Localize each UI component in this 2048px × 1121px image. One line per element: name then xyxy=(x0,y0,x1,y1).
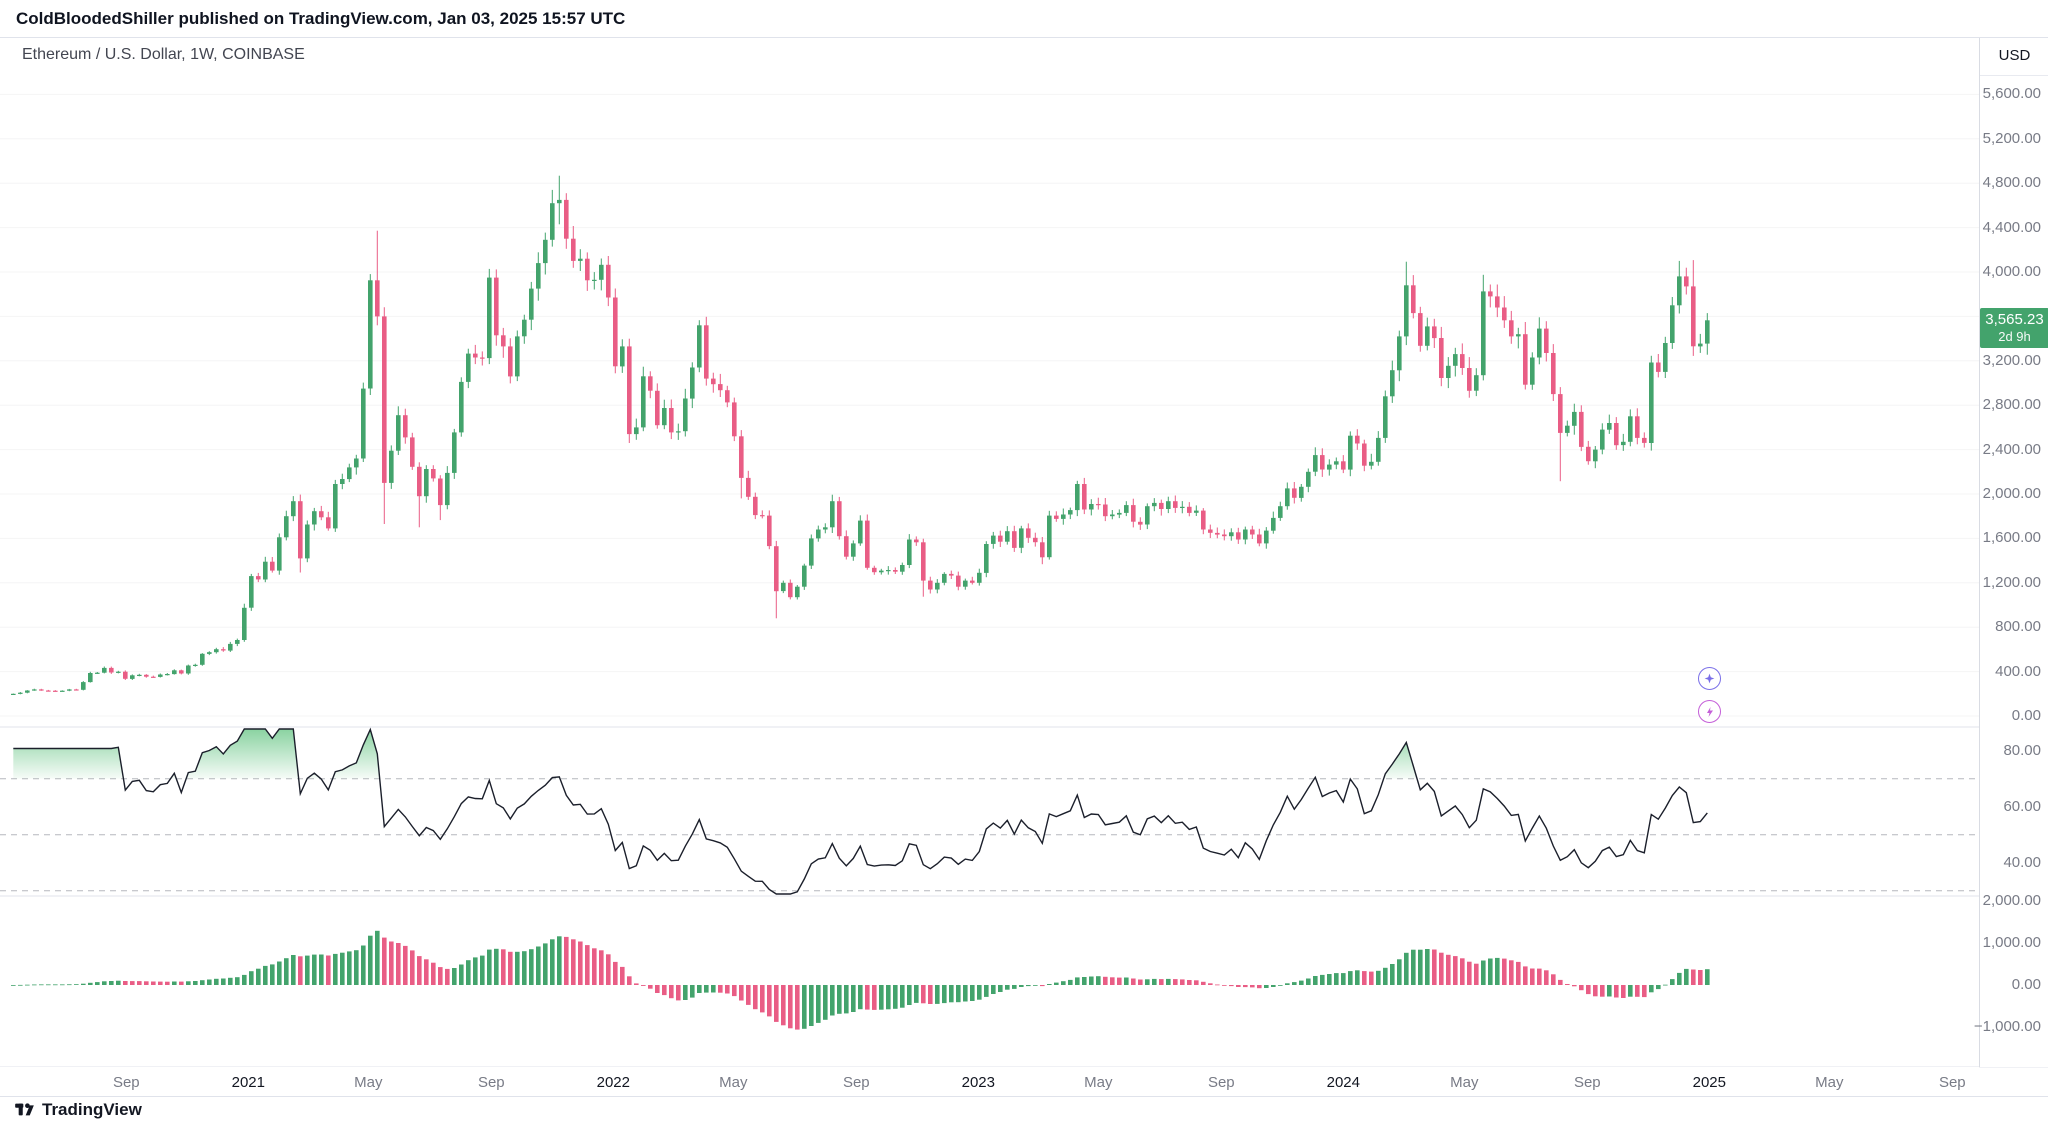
price-tick-label: 4,800.00 xyxy=(1982,174,2041,192)
time-label: Sep xyxy=(1207,1074,1235,1091)
rsi-pane xyxy=(0,727,1979,895)
bar-close-countdown: 2d 9h xyxy=(1998,329,2031,345)
time-label: May xyxy=(1084,1074,1113,1091)
attribution-bar: ColdBloodedShiller published on TradingV… xyxy=(0,0,2048,38)
attribution-text: ColdBloodedShiller published on TradingV… xyxy=(16,8,626,28)
price-gridlines xyxy=(0,93,1979,717)
rsi-tick-label: 60.00 xyxy=(2003,797,2041,815)
price-axis[interactable]: USD 3,565.23 2d 9h 5,600.00 5,200.00 4,800… xyxy=(1974,37,2048,1067)
boost-button[interactable] xyxy=(1698,700,1721,723)
macd-tick-label: 2,000.00 xyxy=(1982,892,2041,909)
rsi-tick-label: 40.00 xyxy=(2003,853,2041,871)
price-tick-label: 1,200.00 xyxy=(1982,573,2041,591)
tradingview-wordmark: TradingView xyxy=(42,1099,142,1119)
price-tick-label: 2,400.00 xyxy=(1982,440,2041,458)
macd-tick-label: 0.00 xyxy=(2011,976,2041,993)
time-label: May xyxy=(1815,1074,1844,1091)
macd-histogram xyxy=(11,930,1710,1030)
price-tick-label: 2,800.00 xyxy=(1982,396,2041,414)
price-tick-label: 800.00 xyxy=(1995,618,2041,636)
candles xyxy=(11,175,1710,695)
price-tick-label: 5,600.00 xyxy=(1982,85,2041,103)
time-label: 2025 xyxy=(1692,1074,1726,1091)
price-tick-label: 5,200.00 xyxy=(1982,129,2041,147)
footer-bar: TradingView xyxy=(0,1096,2048,1121)
time-label: May xyxy=(1450,1074,1479,1091)
time-axis[interactable]: Sep 2021 May Sep 2022 May Sep 2023 May Sep 2024 May… xyxy=(0,1067,1979,1096)
currency-label: USD xyxy=(1980,37,2048,76)
last-price-value: 3,565.23 xyxy=(1985,311,2044,329)
time-label: Sep xyxy=(1573,1074,1601,1091)
macd-tick-label: −1,000.00 xyxy=(1973,1018,2041,1035)
time-label: 2024 xyxy=(1326,1074,1360,1091)
rsi-line xyxy=(13,727,1708,895)
price-tick-label: 400.00 xyxy=(1995,662,2041,680)
tradingview-logo-link[interactable]: TradingView xyxy=(14,1099,142,1120)
sparkle-icon xyxy=(1704,673,1715,684)
price-tick-label: 4,400.00 xyxy=(1982,218,2041,236)
time-label: Sep xyxy=(1938,1074,1966,1091)
time-label: Sep xyxy=(842,1074,870,1091)
price-tick-label: 4,000.00 xyxy=(1982,263,2041,280)
time-label: May xyxy=(719,1074,748,1091)
time-label: 2021 xyxy=(231,1074,265,1091)
price-tick-label: 1,600.00 xyxy=(1982,529,2041,547)
macd-tick-label: 1,000.00 xyxy=(1982,934,2041,951)
symbol-title: Ethereum / U.S. Dollar, 1W, COINBASE xyxy=(22,46,305,63)
price-tick-label: 0.00 xyxy=(2011,707,2041,724)
tradingview-logo-icon xyxy=(15,1103,34,1116)
rsi-tick-label: 80.00 xyxy=(2003,741,2041,759)
last-price-badge: 3,565.23 2d 9h xyxy=(1980,308,2048,349)
time-label: 2023 xyxy=(961,1074,995,1091)
sparkle-button[interactable] xyxy=(1698,667,1721,690)
price-tick-label: 3,200.00 xyxy=(1982,351,2041,369)
time-label: Sep xyxy=(477,1074,505,1091)
time-label: 2022 xyxy=(596,1074,630,1091)
rsi-overbought-fill xyxy=(13,729,1708,779)
price-tick-label: 2,000.00 xyxy=(1982,485,2041,502)
time-label: Sep xyxy=(112,1074,140,1091)
lightning-icon xyxy=(1706,706,1713,717)
time-label: May xyxy=(354,1074,383,1091)
